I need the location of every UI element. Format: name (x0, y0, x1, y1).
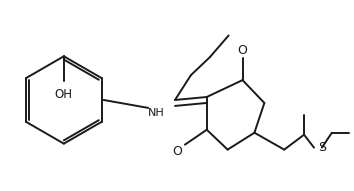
Text: NH: NH (148, 108, 165, 118)
Text: OH: OH (55, 87, 73, 100)
Text: O: O (238, 44, 247, 57)
Text: O: O (172, 145, 182, 158)
Text: S: S (318, 141, 326, 154)
